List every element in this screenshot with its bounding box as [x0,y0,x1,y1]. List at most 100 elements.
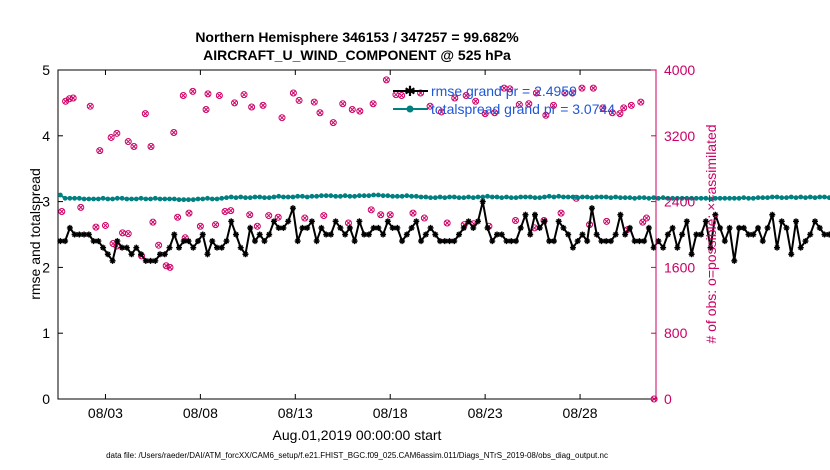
rmse-point [479,198,486,205]
spread-point [599,194,604,200]
obs-point [491,109,499,117]
obs-possible-marker [369,100,377,108]
spread-point [660,195,666,201]
rmse-point [422,231,429,238]
obs-possible-marker [295,96,303,104]
obs-assimilated-marker [302,215,308,221]
spread-point [304,194,310,200]
obs-possible-marker [170,129,178,137]
spread-point [228,194,234,200]
rmse-point [546,238,553,245]
obs-possible-marker [443,219,451,227]
obs-possible-marker [107,133,115,141]
rmse-point [356,218,363,225]
obs-point [147,142,155,150]
spread-point [423,194,429,200]
obs-point [589,84,597,92]
obs-point [265,212,273,220]
rmse-point [503,238,510,245]
obs-assimilated-marker [370,101,376,107]
rmse-point [190,244,197,251]
obs-assimilated-marker [148,144,154,149]
obs-point [253,222,261,230]
spread-point [670,195,676,201]
rmse-point [213,244,220,251]
spread-point [523,194,528,200]
obs-possible-marker [289,89,297,97]
spread-point [480,194,486,200]
rmse-point [531,211,538,218]
spread-point [224,195,229,201]
obs-possible-marker [185,209,193,217]
obs-point [231,99,239,107]
obs-point [274,213,282,221]
rmse-point [683,218,690,225]
rmse-point [802,238,809,245]
obs-point [166,263,174,271]
obs-possible-marker [409,209,417,217]
spread-point [314,193,320,199]
obs-point [196,222,204,230]
rmse-point [81,231,88,238]
obs-point [348,105,356,113]
spread-point [731,195,737,201]
spread-point [323,193,329,199]
obs-assimilated-marker [600,105,606,111]
obs-point [603,217,611,225]
obs-assimilated-marker [156,242,161,248]
rmse-point [569,244,576,251]
chart-title-line1: Northern Hemisphere 346153 / 347257 = 99… [195,29,519,45]
spread-point [746,195,751,201]
obs-assimilated-marker [222,209,228,214]
rmse-point [788,251,795,258]
spread-point [442,195,448,201]
rmse-point [565,231,572,238]
rmse-point [62,238,69,245]
rmse-point [451,238,458,245]
obs-possible-marker [316,109,324,117]
spread-point [532,195,538,201]
obs-assimilated-marker [609,110,615,116]
obs-assimilated-marker [551,103,556,108]
rmse-point [783,224,790,231]
obs-assimilated-marker [249,104,254,110]
obs-possible-marker [274,213,282,221]
obs-assimilated-marker [378,212,384,218]
obs-point [246,211,254,219]
spread-point [361,193,367,199]
obs-possible-marker [196,222,204,230]
obs-possible-marker [481,110,489,118]
obs-assimilated-marker [180,93,186,98]
spread-point [556,193,562,199]
obs-point [119,229,127,237]
spread-point [655,195,661,201]
obs-assimilated-marker [266,213,272,218]
rmse-point [337,224,344,231]
rmse-point [403,231,410,238]
spread-point [736,195,742,201]
rmse-point [199,231,206,238]
obs-assimilated-marker [422,215,427,221]
obs-point [512,217,520,225]
spread-point [755,195,761,201]
obs-possible-marker [532,89,540,97]
rmse-point [688,251,695,258]
spread-point [456,195,462,201]
spread-point [570,194,576,200]
rmse-point [100,244,107,251]
spread-point [527,194,533,200]
rmse-point [650,244,657,251]
rmse-point [660,244,667,251]
spread-point [214,196,220,202]
obs-point [92,223,100,231]
obs-possible-marker [589,84,597,92]
spread-point [603,194,609,200]
rmse-point [123,244,130,251]
spread-point [209,196,215,202]
obs-possible-marker [568,89,576,97]
rmse-point [811,218,818,225]
spread-point [760,195,766,201]
rmse-point [821,231,828,238]
obs-point [149,218,157,226]
